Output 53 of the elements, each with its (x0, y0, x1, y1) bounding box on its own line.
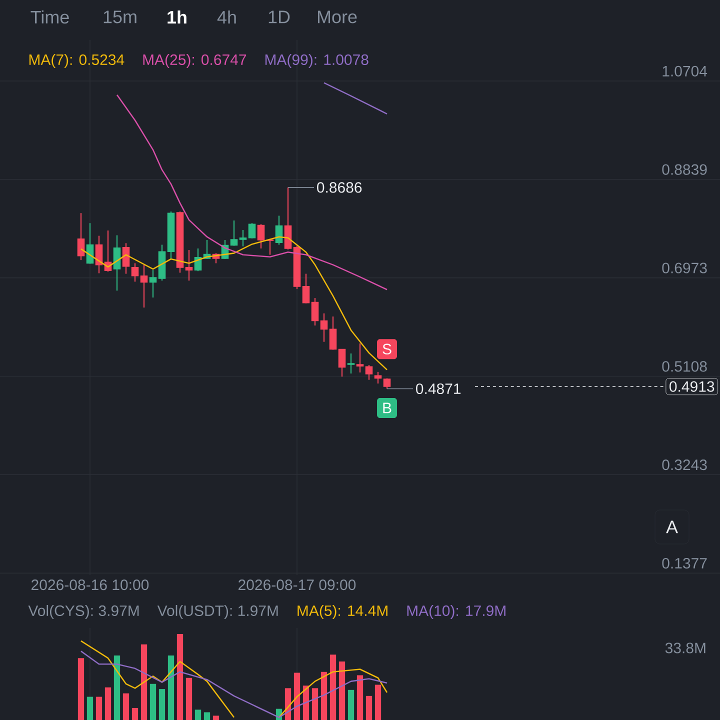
text: MA(25): 0.6747 (143, 54, 246, 68)
bar (176, 634, 184, 720)
x-tick-label: 2026-08-16 10:00 (32, 580, 149, 590)
bar (294, 672, 300, 720)
bar (204, 712, 210, 720)
text: Vol(CYS): 3.97M (28, 605, 139, 619)
annotation: S (382, 344, 392, 354)
bar (366, 696, 372, 720)
ref-line-label: 0.4913 (670, 381, 714, 392)
text: 4h (217, 10, 236, 24)
x-tick-label: 2026-08-17 09:00 (238, 580, 356, 590)
bar (104, 687, 112, 720)
text: 1h (168, 10, 186, 24)
text: Time (30, 10, 69, 24)
bar (132, 708, 138, 720)
annotation: 33.8M (665, 642, 706, 654)
annotation: 0.4871 (416, 383, 461, 394)
text: 1D (268, 10, 290, 24)
bar (140, 644, 148, 720)
text: MA(10): 17.9M (407, 605, 506, 619)
bar (96, 696, 102, 720)
text: MA(7): 0.5234 (29, 54, 124, 68)
bar (114, 656, 120, 720)
y-tick-label: 0.8839 (662, 164, 707, 175)
bar (78, 658, 84, 720)
text: MA(5): 14.4M (298, 605, 388, 619)
annotation: B (383, 402, 392, 414)
bar (348, 690, 354, 720)
bar (374, 684, 382, 720)
bar (150, 684, 156, 720)
y-tick-label: 0.1377 (662, 558, 707, 569)
bar (338, 662, 346, 720)
text: More (318, 10, 357, 24)
bar (186, 678, 192, 720)
bar (312, 688, 318, 720)
bar (320, 672, 328, 720)
bar (330, 654, 336, 720)
bar (194, 710, 202, 720)
text: 15m (104, 10, 136, 24)
annotation: 0.8686 (317, 182, 362, 193)
bar (356, 675, 364, 720)
bar (212, 716, 220, 720)
bar (86, 696, 94, 720)
y-tick-label: 0.3243 (662, 460, 707, 470)
series-label: MA(99): 1.0078 (265, 54, 368, 68)
bar (168, 656, 174, 720)
y-tick-label: 0.5108 (662, 361, 707, 372)
text: Vol(USDT): 1.97M (157, 605, 278, 619)
bar (158, 689, 166, 720)
annotation: A (666, 520, 678, 534)
y-tick-label: 1.0704 (662, 66, 708, 76)
bar (122, 693, 130, 720)
y-tick-label: 0.6973 (662, 262, 707, 274)
